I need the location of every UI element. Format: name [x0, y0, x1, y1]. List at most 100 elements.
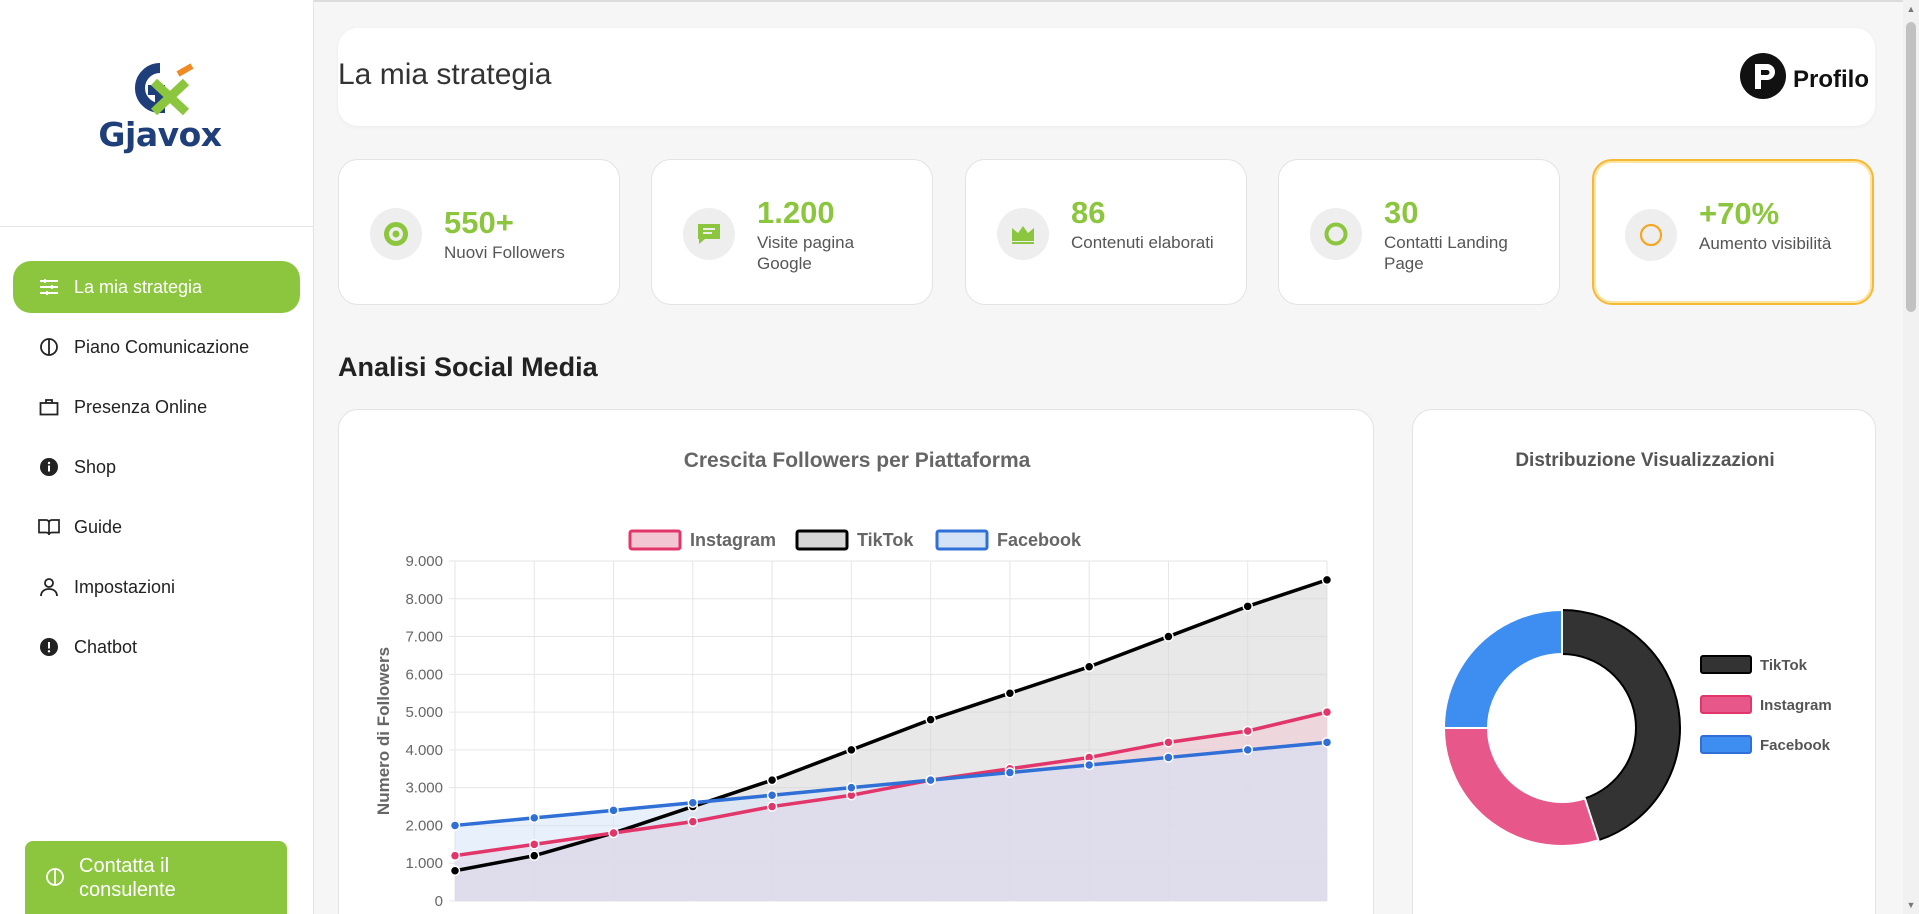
chart-title: Crescita Followers per Piattaforma: [684, 449, 1031, 472]
data-point-facebook: [1163, 752, 1174, 763]
chat-icon: [683, 208, 735, 260]
orange-ring-icon: [1625, 209, 1677, 261]
data-point-instagram: [1321, 706, 1333, 718]
legend-item-tiktok: TikTok: [1700, 655, 1808, 674]
y-tick-label: 8.000: [405, 591, 443, 608]
y-tick-label: 4.000: [405, 742, 443, 759]
y-tick-label: 3.000: [405, 780, 443, 797]
sidebar-item-piano-comunicazione[interactable]: Piano Comunicazione: [13, 321, 300, 373]
stat-value: 1.200: [757, 195, 835, 230]
data-point-tiktok: [1321, 574, 1333, 586]
target-icon: [370, 208, 422, 260]
gjavox-logo-icon: [135, 63, 194, 116]
data-point-tiktok: [1163, 631, 1174, 642]
data-point-facebook: [846, 782, 857, 793]
legend-swatch: [1700, 735, 1752, 754]
profile-button[interactable]: Profilo: [1739, 52, 1869, 107]
cta-label-line2: consulente: [79, 878, 176, 901]
legend-label: TikTok: [1760, 657, 1808, 674]
sidebar-item-label: Impostazioni: [74, 576, 176, 597]
y-axis-label: Numero di Followers: [374, 647, 393, 815]
sidebar-item-presenza-online[interactable]: Presenza Online: [13, 381, 300, 433]
stat-card-contents: 86 Contenuti elaborati: [965, 159, 1247, 305]
crown-icon: [997, 208, 1049, 260]
legend-swatch: [795, 529, 849, 551]
followers-growth-chart: Crescita Followers per Piattaforma Instag…: [374, 449, 1333, 910]
series-line-tiktok: [454, 578, 1328, 873]
legend-swatch: [628, 529, 682, 551]
data-point-facebook: [1321, 737, 1333, 748]
sidebar-item-label: Guide: [74, 516, 123, 537]
logo[interactable]: Gjavox: [90, 60, 230, 160]
data-point-instagram: [687, 816, 699, 827]
half-circle-icon: [38, 336, 60, 358]
y-tick-label: 1.000: [405, 855, 443, 872]
legend-swatch: [1700, 695, 1752, 714]
data-point-facebook: [687, 797, 699, 809]
stat-label: Contenuti elaborati: [1071, 233, 1214, 252]
data-point-tiktok: [1004, 687, 1016, 699]
legend-label: Instagram: [690, 530, 776, 550]
book-icon: [38, 516, 60, 538]
sidebar-item-impostazioni[interactable]: Impostazioni: [13, 561, 300, 613]
stat-value: 86: [1071, 195, 1106, 230]
scrollbar-thumb[interactable]: [1906, 22, 1916, 312]
stat-card-google-visits: 1.200 Visite pagina Google: [651, 159, 933, 305]
stat-card-followers: 550+ Nuovi Followers: [338, 159, 620, 305]
legend-swatch: [1700, 655, 1752, 674]
data-point-instagram: [766, 801, 778, 812]
legend-item-facebook: Facebook: [1700, 735, 1831, 754]
sidebar-item-shop[interactable]: Shop: [13, 441, 300, 493]
y-tick-label: 7.000: [405, 629, 443, 646]
legend-item-tiktok: TikTok: [795, 529, 914, 551]
cta-label-line1: Contatta il: [79, 854, 170, 877]
data-point-facebook: [925, 774, 936, 786]
contact-consultant-button[interactable]: Contatta il consulente: [25, 841, 287, 914]
stat-card-visibility: +70% Aumento visibilità: [1592, 159, 1874, 305]
sidebar-item-guide[interactable]: Guide: [13, 501, 300, 553]
sidebar-item-label: Piano Comunicazione: [74, 336, 250, 357]
legend-label: TikTok: [857, 530, 914, 550]
data-point-facebook: [608, 805, 619, 816]
series-line-instagram: [454, 710, 1328, 858]
data-point-instagram: [1163, 737, 1174, 748]
donut-slice-instagram: [1442, 727, 1600, 847]
legend-swatch: [935, 529, 989, 551]
y-tick-label: 2.000: [405, 817, 443, 834]
legend-label: Facebook: [997, 530, 1082, 550]
sidebar-item-chatbot[interactable]: Chatbot: [13, 621, 300, 673]
sidebar-item-label: Chatbot: [74, 636, 138, 657]
views-distribution-chart: Distribuzione Visualizzazioni TikTok Insta…: [1442, 450, 1832, 847]
legend-label: Facebook: [1760, 737, 1831, 754]
sidebar-nav: La mia strategia Piano Comunicazione Pre…: [13, 261, 300, 681]
info-icon: [38, 456, 60, 478]
sidebar-item-label: Presenza Online: [74, 396, 208, 417]
data-point-tiktok: [925, 714, 936, 725]
scroll-up-arrow-icon[interactable]: ▲: [1906, 4, 1916, 14]
page-title: La mia strategia: [338, 58, 552, 91]
scroll-down-arrow-icon[interactable]: ▼: [1906, 900, 1916, 910]
sidebar-item-label: Shop: [74, 456, 117, 477]
data-point-tiktok: [449, 865, 461, 877]
page-header: La mia strategia Profilo: [338, 28, 1875, 126]
sidebar-item-la-mia-strategia[interactable]: La mia strategia: [13, 261, 300, 313]
series-line-facebook: [454, 740, 1328, 828]
sidebar: Gjavox La mia strategia Piano Comunicazi…: [0, 0, 314, 914]
stat-label: Visite pagina Google: [757, 233, 855, 273]
donut-slice-tiktok: [1561, 608, 1681, 842]
data-point-facebook: [766, 789, 778, 801]
data-point-facebook: [529, 812, 540, 824]
sidebar-divider: [0, 226, 314, 227]
stat-value: 550+: [444, 205, 514, 240]
data-point-instagram: [449, 850, 461, 861]
views-distribution-chart-card: Distribuzione Visualizzazioni TikTok Insta…: [1412, 409, 1876, 914]
data-point-tiktok: [846, 744, 857, 756]
alert-icon: [38, 636, 60, 658]
stat-value: 30: [1384, 195, 1419, 230]
y-tick-label: 5.000: [405, 704, 443, 721]
data-point-tiktok: [1083, 661, 1095, 673]
data-point-facebook: [1242, 744, 1253, 756]
legend-item-instagram: Instagram: [628, 529, 776, 551]
legend-item-facebook: Facebook: [935, 529, 1082, 551]
y-tick-label: 6.000: [405, 666, 443, 683]
